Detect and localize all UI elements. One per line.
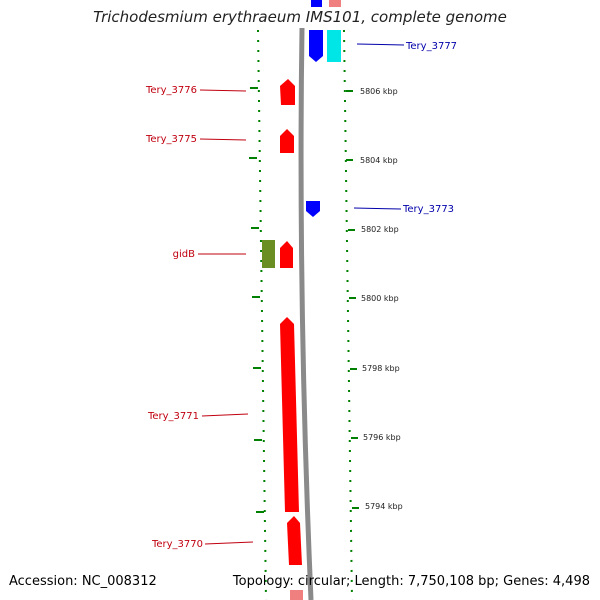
tick-label-5796: 5796 kbp [363,433,401,442]
gene-label-tery-3776[interactable]: Tery_3776 [145,85,197,96]
ruler-dotted-left [257,29,267,600]
genome-backbone [298,27,314,600]
gene-feature-gidb[interactable] [280,241,293,268]
accession-text: Accession: NC_008312 [9,574,157,589]
label-line-tery-3771 [201,413,249,417]
tick-label-5804: 5804 kbp [360,156,398,165]
map-title: Trichodesmium erythraeum IMS101, complet… [93,8,507,26]
tick-label-5802: 5802 kbp [361,225,399,234]
gene-feature-tery-3770[interactable] [287,516,302,565]
genome-summary-text: Topology: circular; Length: 7,750,108 bp… [232,574,590,589]
gene-label-tery-3775[interactable]: Tery_3775 [145,134,197,145]
gene-label-tery-3773[interactable]: Tery_3773 [402,204,454,215]
gene-label-gidb[interactable]: gidB [173,249,195,260]
gene-label-tery-3771[interactable]: Tery_3771 [147,411,199,422]
label-line-tery-3773 [353,207,402,210]
gene-feature-tery-3771[interactable] [280,317,299,512]
gene-feature-bottom-partial-pink[interactable] [290,590,303,600]
label-line-tery-3776 [199,89,247,92]
gene-feature-tery-3776[interactable] [280,79,295,105]
ruler-dotted-right [343,29,353,600]
gene-feature-tery-3775[interactable] [280,129,294,153]
ruler-major-ticks-right [346,90,359,509]
gene-feature-top-partial-blue[interactable] [311,0,322,7]
tick-label-5800: 5800 kbp [361,294,399,303]
gene-feature-tery-3773[interactable] [306,201,320,217]
gene-feature-olive[interactable] [262,240,275,268]
gene-feature-tery-3777[interactable] [309,30,323,62]
label-line-tery-3770 [204,541,254,545]
gene-label-tery-3777[interactable]: Tery_3777 [405,41,457,52]
gene-feature-rna[interactable] [327,30,341,62]
tick-label-5794: 5794 kbp [365,502,403,511]
ruler-major-ticks-left [249,87,264,513]
tick-label-5806: 5806 kbp [360,87,398,96]
label-line-tery-3775 [199,138,247,141]
label-line-tery-3777 [356,43,405,46]
tick-label-5798: 5798 kbp [362,364,400,373]
gene-label-tery-3770[interactable]: Tery_3770 [151,539,203,550]
gene-feature-top-partial-pink[interactable] [329,0,341,7]
